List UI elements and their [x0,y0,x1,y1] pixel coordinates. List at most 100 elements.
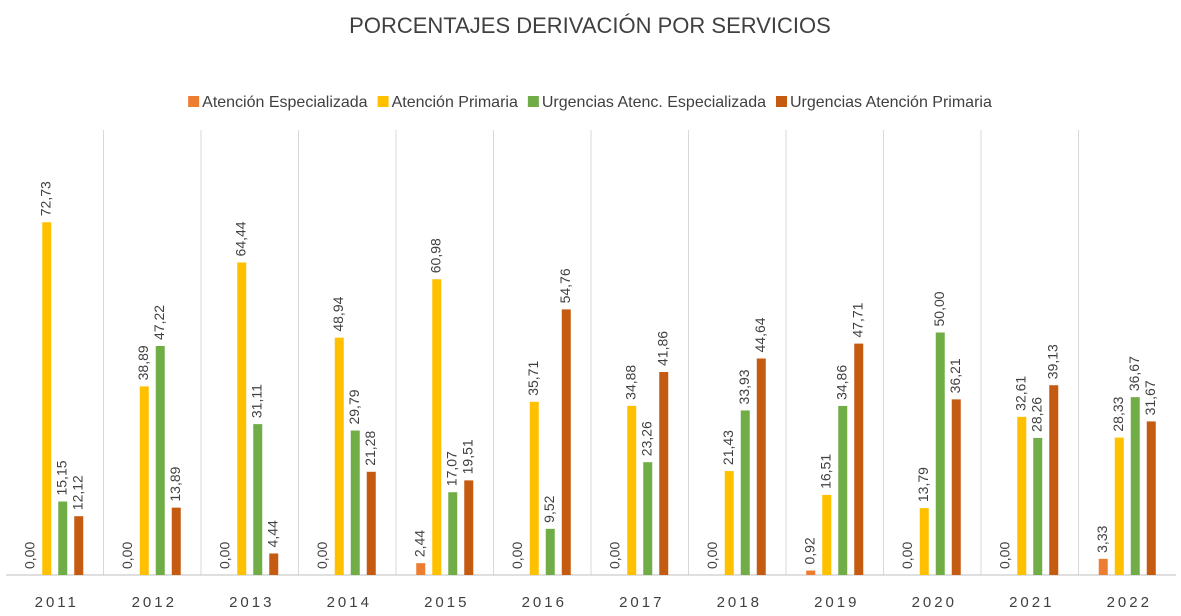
bar [171,507,181,575]
bar [432,279,442,575]
value-label: 0,00 [606,542,622,569]
value-label: 17,07 [443,451,459,486]
bar [253,424,263,575]
bar [416,563,426,575]
legend-label: Urgencias Atención Primaria [790,94,992,111]
value-label: 0,00 [899,542,915,569]
value-label: 47,22 [151,305,167,340]
value-label: 2,44 [411,530,427,557]
value-label: 9,52 [541,495,557,522]
bar [139,386,149,575]
value-label: 60,98 [427,238,443,273]
value-label: 0,00 [509,542,525,569]
x-tick-label: 2014 [327,594,372,611]
value-label: 0,00 [21,542,37,569]
value-label: 36,67 [1126,356,1142,391]
value-label: 31,67 [1142,380,1158,415]
value-label: 34,86 [833,365,849,400]
value-label: 0,00 [119,542,135,569]
bar [724,471,734,575]
value-label: 0,00 [314,542,330,569]
bar [545,528,555,575]
bar [237,262,247,575]
value-label: 32,61 [1012,376,1028,411]
bar [58,501,68,575]
bar [42,222,52,575]
value-label: 0,00 [996,542,1012,569]
bar [806,570,816,575]
x-tick-label: 2011 [35,594,79,611]
bar [448,492,458,575]
bar [366,471,376,575]
bar [627,405,637,575]
value-label: 33,93 [736,369,752,404]
x-tick-label: 2016 [522,594,567,611]
value-label: 3,33 [1094,525,1110,552]
value-label: 72,73 [37,181,53,216]
value-label: 19,51 [459,439,475,474]
value-label: 13,79 [915,467,931,502]
bar [1130,397,1140,575]
bar [659,371,669,575]
x-tick-label: 2022 [1107,594,1152,611]
value-label: 36,21 [947,358,963,393]
bar [935,332,945,575]
value-label: 48,94 [330,296,346,331]
bar [854,343,864,575]
value-label: 38,89 [135,345,151,380]
chart-title: PORCENTAJES DERIVACIÓN POR SERVICIOS [349,13,831,38]
value-label: 15,15 [53,460,69,495]
x-tick-label: 2012 [132,594,177,611]
value-label: 39,13 [1044,344,1060,379]
legend-label: Urgencias Atenc. Especializada [542,94,766,111]
x-tick-label: 2021 [1009,594,1054,611]
value-label: 28,33 [1110,396,1126,431]
bar [350,430,360,575]
value-label: 41,86 [654,331,670,366]
value-label: 0,92 [801,537,817,564]
bar [1098,558,1108,575]
value-label: 21,28 [362,431,378,466]
legend-label: Atención Primaria [392,94,518,111]
value-label: 21,43 [720,430,736,465]
value-label: 23,26 [638,421,654,456]
bar [561,309,571,575]
bar [1049,385,1059,575]
bar [1146,421,1156,575]
bar [951,399,961,575]
bar [919,508,929,575]
bar [822,494,832,575]
bar [643,462,653,575]
value-label: 0,00 [704,542,720,569]
value-label: 29,79 [346,389,362,424]
x-tick-label: 2013 [229,594,274,611]
bar [74,516,84,575]
value-label: 54,76 [557,268,573,303]
x-tick-label: 2018 [717,594,762,611]
value-label: 28,26 [1028,397,1044,432]
legend: Atención Especializada Atención Primaria U… [188,94,992,111]
value-label: 64,44 [232,221,248,256]
legend-label: Atención Especializada [202,94,368,111]
legend-swatch [188,96,200,107]
value-label: 16,51 [817,454,833,489]
x-tick-label: 2017 [619,594,664,611]
bar [1033,437,1043,575]
bar [155,345,165,575]
value-label: 0,00 [216,542,232,569]
value-label: 13,89 [167,466,183,501]
bar [464,480,474,575]
value-label: 34,88 [622,365,638,400]
bar [1017,416,1027,575]
value-label: 44,64 [752,317,768,352]
value-label: 31,11 [248,384,264,418]
bar [269,553,279,575]
bar [334,337,344,575]
bar [838,405,848,575]
bar [1114,437,1124,575]
x-tick-label: 2015 [424,594,469,611]
value-label: 12,12 [69,475,85,510]
value-label: 4,44 [264,520,280,547]
x-tick-label: 2020 [912,594,957,611]
